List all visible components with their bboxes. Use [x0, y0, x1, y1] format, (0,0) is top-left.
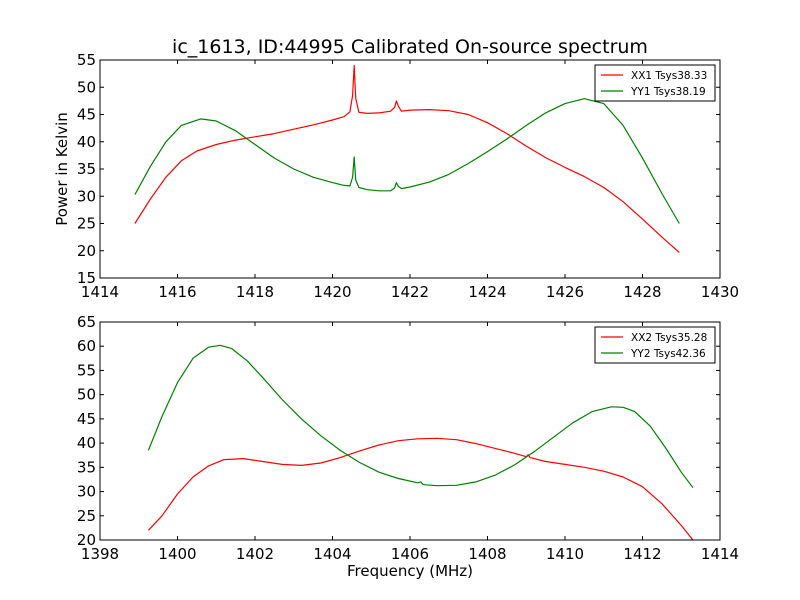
bottom-y-tick-label: 55: [77, 361, 96, 379]
top-x-tick-label: 1422: [391, 283, 429, 301]
top-x-tick-label: 1430: [701, 283, 739, 301]
top-legend-box: [594, 64, 716, 102]
top-series-line-2: [134, 98, 680, 224]
top-y-tick-label: 20: [77, 242, 96, 260]
top-x-tick-label: 1424: [468, 283, 506, 301]
chart-title: ic_1613, ID:44995 Calibrated On-source s…: [172, 36, 648, 58]
bottom-y-tick-label: 45: [77, 410, 96, 428]
bottom-x-tick-label: 1412: [623, 545, 661, 563]
bottom-legend-box: [594, 326, 716, 364]
top-y-tick-label: 55: [77, 51, 96, 69]
top-x-tick-label: 1416: [158, 283, 196, 301]
bottom-x-tick-label: 1406: [391, 545, 429, 563]
top-legend-label-2: YY1 Tsys38.19: [630, 86, 706, 98]
top-subplot: 1414 1416 1418 1420 1422 1424 1426 1428 1430 15 20…: [77, 51, 739, 301]
top-y-tick-label: 45: [77, 106, 96, 124]
bottom-y-tick-label: 20: [77, 531, 96, 549]
top-x-tick-label: 1428: [623, 283, 661, 301]
bottom-y-tick-label: 30: [77, 483, 96, 501]
bottom-y-tick-label: 50: [77, 386, 96, 404]
bottom-x-tick-label: 1408: [468, 545, 506, 563]
y-axis-label: Power in Kelvin: [53, 112, 71, 226]
bottom-series-line-1: [147, 437, 694, 541]
top-x-tick-label: 1420: [313, 283, 351, 301]
bottom-x-tick-label: 1404: [313, 545, 351, 563]
bottom-legend-label-1: XX2 Tsys35.28: [631, 332, 707, 344]
bottom-legend-label-2: YY2 Tsys42.36: [630, 348, 706, 360]
bottom-subplot: 1398 1400 1402 1404 1406 1408 1410 1412 1414 20 25…: [77, 313, 739, 563]
bottom-series-line-2: [147, 344, 694, 489]
top-legend-label-1: XX1 Tsys38.33: [631, 70, 707, 82]
bottom-x-tick-label: 1410: [546, 545, 584, 563]
bottom-y-tick-label: 25: [77, 507, 96, 525]
top-x-tick-label: 1418: [236, 283, 274, 301]
top-x-tick-label: 1414: [81, 283, 119, 301]
top-y-tick-label: 35: [77, 160, 96, 178]
top-series-line-1: [134, 64, 680, 253]
top-y-tick-label: 15: [77, 269, 96, 287]
bottom-x-tick-label: 1398: [81, 545, 119, 563]
top-y-tick-label: 50: [77, 78, 96, 96]
top-legend: XX1 Tsys38.33 YY1 Tsys38.19: [594, 64, 716, 102]
top-y-tick-label: 40: [77, 133, 96, 151]
top-x-tick-label: 1426: [546, 283, 584, 301]
bottom-x-tick-label: 1402: [236, 545, 274, 563]
top-y-tick-label: 30: [77, 187, 96, 205]
bottom-y-tick-label: 40: [77, 434, 96, 452]
bottom-y-tick-label: 65: [77, 313, 96, 331]
bottom-legend: XX2 Tsys35.28 YY2 Tsys42.36: [594, 326, 716, 364]
top-y-tick-label: 25: [77, 215, 96, 233]
bottom-x-tick-label: 1400: [158, 545, 196, 563]
bottom-x-tick-label: 1414: [701, 545, 739, 563]
x-axis-label: Frequency (MHz): [347, 562, 473, 580]
bottom-y-tick-label: 60: [77, 337, 96, 355]
bottom-y-tick-label: 35: [77, 458, 96, 476]
